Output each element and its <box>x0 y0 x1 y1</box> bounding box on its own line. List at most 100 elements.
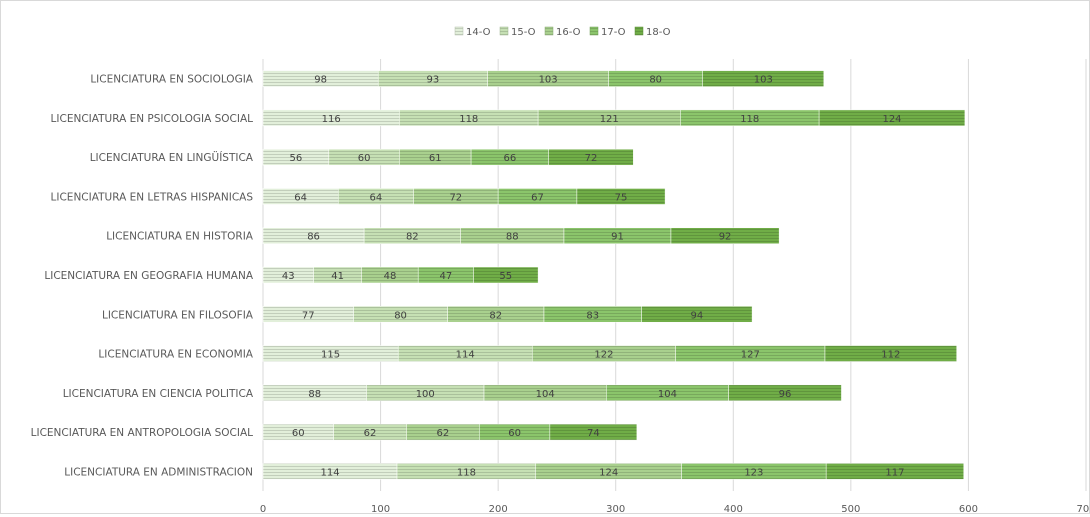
bar-segment <box>473 266 539 284</box>
x-tick-labels: 0 100 200 300 400 500 600 700 <box>260 504 1090 515</box>
data-label: 100 <box>416 389 435 400</box>
x-tick-label: 200 <box>489 504 508 513</box>
category-label: LICENCIATURA EN ECONOMIA <box>98 349 253 361</box>
data-label: 114 <box>456 350 475 361</box>
data-label: 116 <box>322 114 341 125</box>
legend-label: 17-O <box>601 27 626 38</box>
data-label: 114 <box>320 467 339 478</box>
data-label: 72 <box>449 192 462 203</box>
data-label: 103 <box>539 75 558 86</box>
data-label: 60 <box>292 428 305 439</box>
bar-segment <box>641 306 753 323</box>
data-label: 117 <box>885 467 904 478</box>
data-label: 112 <box>881 350 900 361</box>
data-label: 55 <box>499 271 512 282</box>
data-label: 124 <box>882 114 901 125</box>
data-label: 74 <box>587 428 600 439</box>
data-label: 86 <box>307 232 320 243</box>
data-label: 62 <box>364 428 377 439</box>
category-label: LICENCIATURA EN LETRAS HISPANICAS <box>51 191 254 203</box>
data-label: 88 <box>308 389 321 400</box>
category-label: LICENCIATURA EN HISTORIA <box>106 231 254 243</box>
data-label: 64 <box>370 192 383 203</box>
legend: 14-O 15-O 16-O 17-O 18-O <box>454 26 671 38</box>
legend-item: 18-O <box>634 26 671 38</box>
category-label: LICENCIATURA EN CIENCIA POLITICA <box>63 388 254 400</box>
legend-label: 15-O <box>511 27 536 38</box>
bar-segment <box>702 70 825 87</box>
data-label: 118 <box>459 114 478 125</box>
data-label: 123 <box>744 467 763 478</box>
x-tick-label: 500 <box>841 504 860 513</box>
data-label: 118 <box>740 114 759 125</box>
data-label: 118 <box>457 467 476 478</box>
legend-swatch <box>589 26 599 36</box>
x-tick-label: 400 <box>724 504 743 513</box>
bar-segment <box>549 423 638 441</box>
bar-segment <box>548 148 634 166</box>
data-label: 72 <box>585 153 598 164</box>
data-label: 56 <box>290 153 303 164</box>
data-label: 41 <box>331 271 344 282</box>
data-label: 124 <box>599 467 618 478</box>
data-label: 121 <box>600 114 619 125</box>
data-label: 94 <box>690 310 703 321</box>
data-label: 64 <box>294 192 307 203</box>
legend-label: 16-O <box>556 27 581 38</box>
data-label: 98 <box>314 75 327 86</box>
data-label: 104 <box>658 389 677 400</box>
data-label: 91 <box>611 232 624 243</box>
data-label: 122 <box>594 350 613 361</box>
legend-swatch <box>499 26 509 36</box>
data-label: 67 <box>531 192 544 203</box>
data-label: 80 <box>649 75 662 86</box>
data-label: 93 <box>427 75 440 86</box>
x-tick-label: 700 <box>1076 504 1089 513</box>
data-label: 127 <box>741 350 760 361</box>
legend-item: 14-O <box>454 26 491 38</box>
x-tick-label: 600 <box>959 504 978 513</box>
data-label: 103 <box>754 75 773 86</box>
data-label: 82 <box>489 310 502 321</box>
bar-segment <box>728 384 842 402</box>
category-label: LICENCIATURA EN SOCIOLOGIA <box>90 74 253 86</box>
data-label: 47 <box>439 271 452 282</box>
bars: 98 93 103 80 103 116 118 121 118 124 56 60 61 66 72 64 6… <box>262 70 966 480</box>
legend-swatch <box>544 26 554 36</box>
legend-item: 16-O <box>544 26 581 38</box>
data-label: 77 <box>302 310 315 321</box>
category-label: LICENCIATURA EN ADMINISTRACION <box>64 466 253 478</box>
data-label: 75 <box>615 192 628 203</box>
data-label: 60 <box>358 153 371 164</box>
legend-label: 14-O <box>466 27 491 38</box>
x-tick-label: 300 <box>606 504 625 513</box>
bar-segment <box>670 227 780 244</box>
data-label: 66 <box>504 153 517 164</box>
data-label: 60 <box>508 428 521 439</box>
x-tick-label: 0 <box>260 504 266 513</box>
data-label: 48 <box>384 271 397 282</box>
category-label: LICENCIATURA EN PSICOLOGIA SOCIAL <box>51 113 254 125</box>
data-label: 83 <box>586 310 599 321</box>
bar-segment <box>818 109 966 127</box>
bar-segment <box>824 345 957 362</box>
data-label: 96 <box>779 389 792 400</box>
legend-swatch <box>454 26 464 36</box>
legend-item: 17-O <box>589 26 626 38</box>
data-label: 88 <box>506 232 519 243</box>
data-label: 82 <box>406 232 419 243</box>
data-label: 62 <box>437 428 450 439</box>
x-tick-label: 100 <box>371 504 390 513</box>
category-label: LICENCIATURA EN FILOSOFIA <box>102 309 254 321</box>
data-label: 104 <box>536 389 555 400</box>
data-label: 61 <box>429 153 442 164</box>
data-label: 92 <box>719 232 732 243</box>
data-label: 80 <box>394 310 407 321</box>
legend-item: 15-O <box>499 26 536 38</box>
category-label: LICENCIATURA EN ANTROPOLOGIA SOCIAL <box>31 427 254 439</box>
category-labels: LICENCIATURA EN SOCIOLOGIA LICENCIATURA E… <box>31 74 254 479</box>
category-label: LICENCIATURA EN LINGÜÍSTICA <box>90 151 254 164</box>
data-label: 43 <box>282 271 295 282</box>
